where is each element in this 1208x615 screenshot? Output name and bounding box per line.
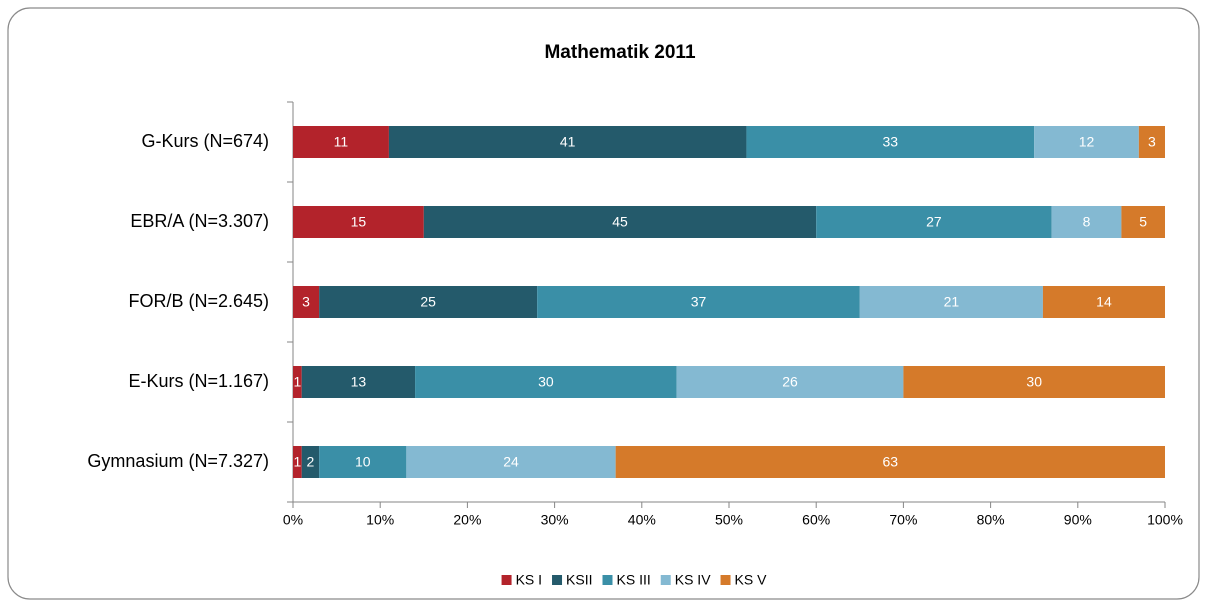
data-label: 13 bbox=[351, 374, 367, 390]
y-tick-label: E-Kurs (N=1.167) bbox=[128, 371, 269, 391]
x-tick-label: 30% bbox=[541, 512, 569, 528]
data-label: 2 bbox=[307, 454, 315, 470]
x-tick-label: 60% bbox=[802, 512, 830, 528]
data-label: 24 bbox=[503, 454, 519, 470]
data-label: 26 bbox=[782, 374, 798, 390]
data-label: 14 bbox=[1096, 294, 1112, 310]
bar-segment bbox=[676, 366, 904, 398]
data-label: 30 bbox=[538, 374, 554, 390]
bar-segment bbox=[319, 446, 407, 478]
data-label: 45 bbox=[612, 214, 628, 230]
bar-segment bbox=[301, 366, 416, 398]
data-label: 1 bbox=[293, 454, 301, 470]
bar-segment bbox=[293, 286, 320, 318]
data-label: 63 bbox=[883, 454, 899, 470]
bar-segment bbox=[1034, 126, 1139, 158]
data-label: 27 bbox=[926, 214, 942, 230]
bar-segment bbox=[406, 446, 616, 478]
bar-segment bbox=[1042, 286, 1165, 318]
x-tick-label: 100% bbox=[1147, 512, 1183, 528]
data-label: 41 bbox=[560, 134, 576, 150]
legend-swatch bbox=[552, 575, 563, 585]
legend-swatch bbox=[660, 575, 671, 585]
data-label: 10 bbox=[355, 454, 371, 470]
bar-segment bbox=[388, 126, 747, 158]
data-label: 25 bbox=[420, 294, 436, 310]
x-tick-label: 90% bbox=[1064, 512, 1092, 528]
bar-segment bbox=[301, 446, 320, 478]
y-tick-label: EBR/A (N=3.307) bbox=[130, 211, 269, 231]
x-tick-label: 70% bbox=[889, 512, 917, 528]
y-tick-label: Gymnasium (N=7.327) bbox=[87, 451, 269, 471]
x-tick-label: 40% bbox=[628, 512, 656, 528]
x-tick-label: 50% bbox=[715, 512, 743, 528]
bar-segment bbox=[293, 446, 302, 478]
data-label: 30 bbox=[1026, 374, 1042, 390]
data-label: 5 bbox=[1139, 214, 1147, 230]
bar-segment bbox=[1051, 206, 1122, 238]
legend-swatch bbox=[501, 575, 512, 585]
legend-label: KS I bbox=[516, 572, 542, 588]
data-label: 3 bbox=[1148, 134, 1156, 150]
bar-segment bbox=[1138, 126, 1165, 158]
bar-segment bbox=[293, 126, 389, 158]
data-label: 3 bbox=[302, 294, 310, 310]
bar-segment bbox=[537, 286, 860, 318]
data-label: 12 bbox=[1079, 134, 1095, 150]
y-tick-label: G-Kurs (N=674) bbox=[141, 131, 269, 151]
x-tick-label: 0% bbox=[283, 512, 303, 528]
bar-segment bbox=[816, 206, 1052, 238]
data-label: 21 bbox=[944, 294, 960, 310]
x-tick-label: 80% bbox=[977, 512, 1005, 528]
data-label: 37 bbox=[691, 294, 707, 310]
legend-label: KS III bbox=[617, 572, 651, 588]
bar-segment bbox=[293, 366, 302, 398]
data-label: 1 bbox=[293, 374, 301, 390]
data-label: 33 bbox=[883, 134, 899, 150]
x-tick-label: 20% bbox=[453, 512, 481, 528]
x-tick-label: 10% bbox=[366, 512, 394, 528]
data-label: 8 bbox=[1083, 214, 1091, 230]
bar-segment bbox=[1121, 206, 1165, 238]
bar-segment bbox=[415, 366, 677, 398]
bar-segment bbox=[859, 286, 1043, 318]
legend-label: KSII bbox=[566, 572, 592, 588]
data-label: 15 bbox=[351, 214, 367, 230]
bar-segment bbox=[615, 446, 1165, 478]
bar-segment bbox=[319, 286, 538, 318]
bar-segment bbox=[903, 366, 1165, 398]
bar-segment bbox=[423, 206, 817, 238]
legend-swatch bbox=[720, 575, 731, 585]
bar-segment bbox=[293, 206, 424, 238]
legend-swatch bbox=[602, 575, 613, 585]
data-label: 11 bbox=[334, 134, 349, 150]
legend-label: KS V bbox=[735, 572, 768, 588]
bar-segment bbox=[746, 126, 1035, 158]
y-tick-label: FOR/B (N=2.645) bbox=[128, 291, 269, 311]
chart-title: Mathematik 2011 bbox=[544, 42, 695, 63]
legend-label: KS IV bbox=[675, 572, 711, 588]
